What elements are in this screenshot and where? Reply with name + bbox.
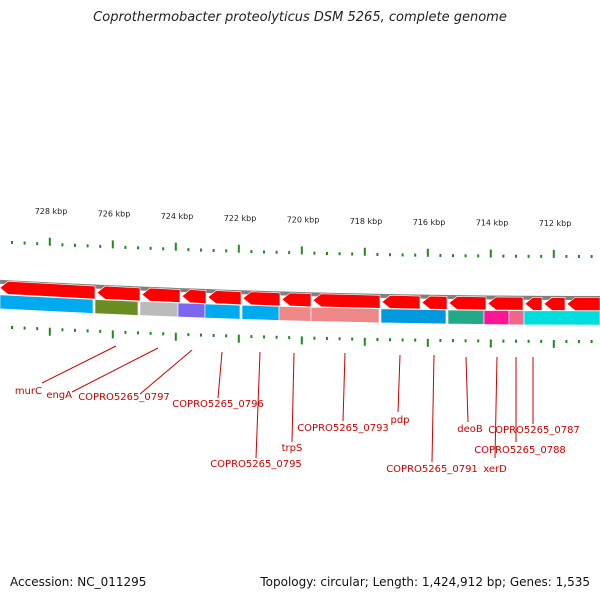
ruler-label: 716 kbp <box>413 218 446 227</box>
reverse-feature-block <box>310 306 380 324</box>
forward-gene-arrow <box>543 297 566 311</box>
leader-line <box>71 347 159 393</box>
leader-line <box>291 352 295 443</box>
gene-label: COPRO5265_0788 <box>474 445 566 456</box>
forward-gene-arrow <box>0 280 96 300</box>
gene-label: COPRO5265_0796 <box>172 399 264 410</box>
forward-gene-arrow <box>524 296 543 311</box>
gene-label: COPRO5265_0793 <box>297 423 389 434</box>
leader-line <box>494 356 498 459</box>
ruler-labels: 728 kbp 726 kbp 724 kbp 722 kbp 720 kbp 718 k… <box>35 207 572 228</box>
reverse-feature-block <box>177 302 206 319</box>
reverse-feature-block <box>204 303 241 320</box>
topology-text: Topology: circular; Length: 1,424,912 bp… <box>260 575 590 589</box>
leader-line <box>139 349 193 395</box>
gene-label-leaders <box>41 345 534 463</box>
leader-line <box>255 351 261 459</box>
reverse-feature-block <box>380 308 447 325</box>
reverse-feature-block <box>523 310 600 326</box>
forward-strand-genes <box>0 280 600 311</box>
ruler-label: 726 kbp <box>98 209 131 218</box>
ruler-label: 712 kbp <box>539 219 572 228</box>
reverse-feature-block <box>483 310 510 325</box>
accession-text: Accession: NC_011295 <box>10 575 147 589</box>
ruler-label: 722 kbp <box>224 214 257 223</box>
forward-gene-arrow <box>207 290 242 306</box>
leader-line <box>397 354 401 413</box>
gene-label: COPRO5265_0797 <box>78 392 170 403</box>
ruler-label: 728 kbp <box>35 207 68 216</box>
gene-label: xerD <box>483 464 507 475</box>
gene-label: engA <box>46 390 72 401</box>
leader-line <box>41 345 117 384</box>
forward-gene-arrow <box>181 289 207 304</box>
forward-gene-arrow <box>421 295 448 310</box>
leader-line <box>465 356 469 423</box>
forward-gene-arrow <box>141 287 181 303</box>
ruler-label: 718 kbp <box>350 217 383 226</box>
reverse-feature-block <box>447 309 485 325</box>
reverse-feature-block <box>241 304 280 321</box>
gene-label: trpS <box>282 443 303 454</box>
forward-gene-arrow <box>281 292 312 308</box>
inner-ruler-ticks <box>11 325 593 348</box>
reverse-feature-block <box>278 306 312 322</box>
gene-label: pdp <box>390 415 409 426</box>
map-title: Coprothermobacter proteolyticus DSM 5265… <box>93 10 507 25</box>
gene-label: COPRO5265_0787 <box>488 425 580 436</box>
forward-gene-arrow <box>448 296 487 311</box>
ruler-ticks <box>11 237 593 258</box>
reverse-feature-block <box>0 294 94 314</box>
forward-gene-arrow <box>242 291 281 307</box>
forward-gene-arrow <box>566 297 600 311</box>
forward-gene-arrow <box>381 295 421 310</box>
forward-gene-arrow <box>312 293 381 309</box>
reverse-feature-block <box>508 310 525 326</box>
gene-label: COPRO5265_0791 <box>386 464 478 475</box>
ruler-label: 714 kbp <box>476 219 509 228</box>
reverse-feature-block <box>139 301 179 318</box>
leader-line <box>217 351 223 399</box>
gene-label: COPRO5265_0795 <box>210 459 302 470</box>
ruler-label: 724 kbp <box>161 212 194 221</box>
reverse-strand-features <box>0 294 600 326</box>
gene-label: murC <box>15 386 42 397</box>
ruler-label: 720 kbp <box>287 215 320 224</box>
gene-label: deoB <box>457 424 483 435</box>
forward-gene-arrow <box>96 285 141 302</box>
leader-line <box>431 354 435 463</box>
reverse-feature-block <box>94 299 139 316</box>
forward-gene-arrow <box>487 296 524 311</box>
leader-line <box>342 352 346 422</box>
